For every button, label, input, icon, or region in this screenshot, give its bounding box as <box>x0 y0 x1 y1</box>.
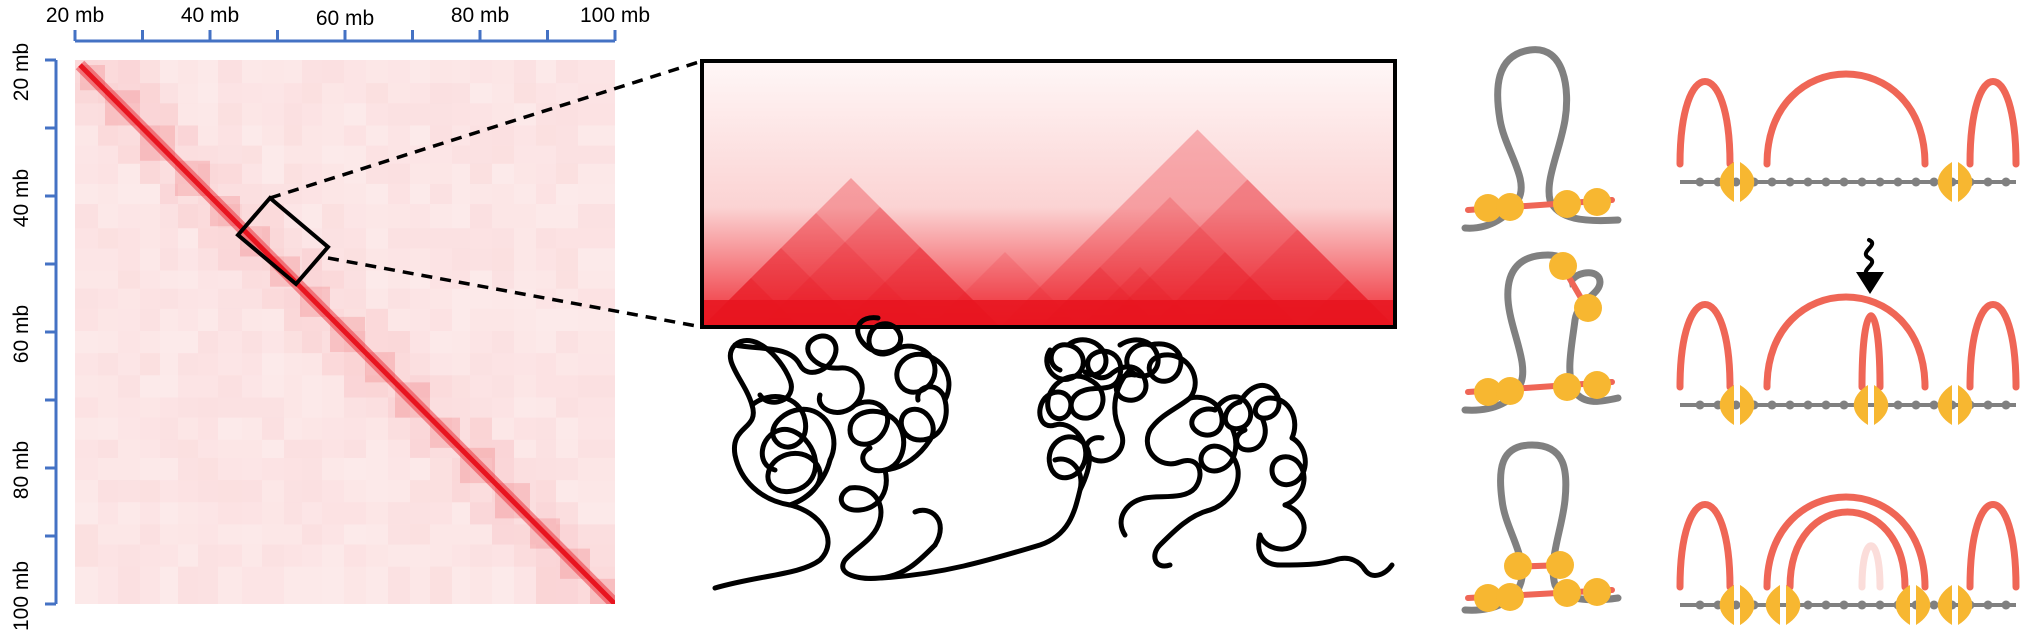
top-tick-label-20: 20 mb <box>46 4 104 27</box>
top-tick-label-100: 100 mb <box>580 4 650 27</box>
contact-heatmap <box>75 60 615 604</box>
left-tick-label-20: 20 mb <box>10 43 33 101</box>
left-tick-label-80: 80 mb <box>10 441 33 499</box>
left-tick-label-40: 40 mb <box>10 169 33 227</box>
extrusion-step-3 <box>1461 441 1622 614</box>
top-tick-label-60: 60 mb <box>316 7 374 30</box>
extrusion-step-2 <box>1461 251 1622 414</box>
tad-row-1 <box>1676 70 2020 202</box>
top-axis: 20 mb 40 mb 60 mb 80 mb 100 mb <box>46 4 650 43</box>
zoom-line-bottom <box>327 256 703 329</box>
top-tick-label-40: 40 mb <box>181 4 239 27</box>
zoom-inset <box>700 59 1397 329</box>
tad-row-2 <box>1676 293 2020 425</box>
left-axis: 20 mb 40 mb 60 mb 80 mb 100 mb <box>10 43 58 631</box>
tad-row-3 <box>1676 493 2020 625</box>
left-tick-label-100: 100 mb <box>10 561 33 631</box>
loop-extrusion-diagrams <box>1461 46 1622 614</box>
left-tick-label-60: 60 mb <box>10 305 33 363</box>
zoom-box <box>235 195 331 287</box>
extrusion-step-1 <box>1461 46 1622 232</box>
tad-arcs <box>1676 70 2020 625</box>
wavy-arrow-icon <box>1856 238 1884 294</box>
chromatin-fiber <box>712 315 1395 591</box>
top-tick-label-80: 80 mb <box>451 4 509 27</box>
